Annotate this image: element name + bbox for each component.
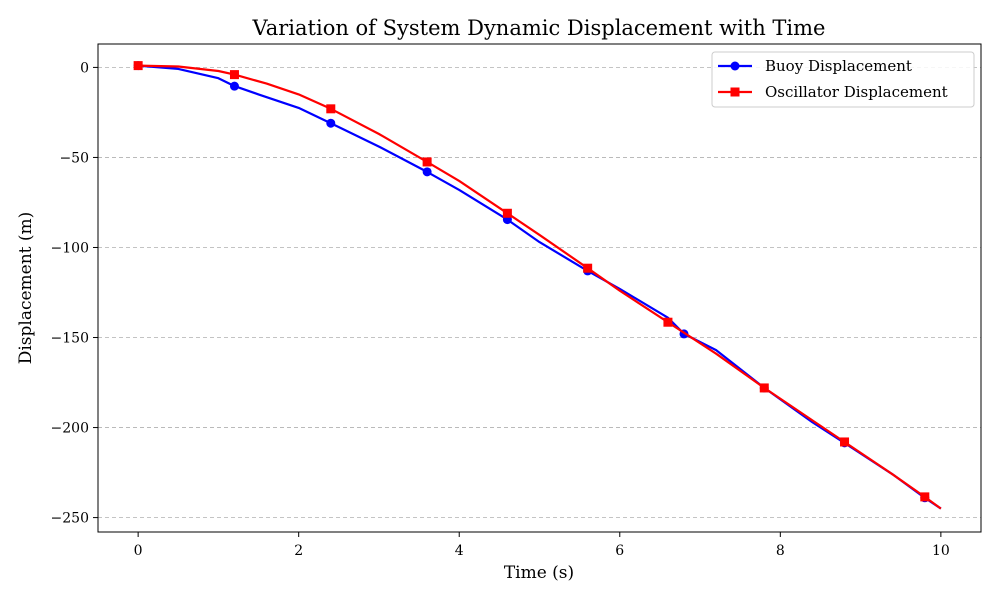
x-tick-label: 6 [615,543,624,559]
y-tick-label: −200 [51,421,89,437]
x-tick-label: 0 [134,543,143,559]
data-point-square [422,157,432,167]
data-point-square [920,492,930,502]
data-point-square [502,208,512,218]
plot-frame [97,43,982,533]
data-point-square [229,70,239,80]
series-buoy [133,61,942,510]
y-axis-label: Displacement (m) [16,212,36,365]
legend-box [711,51,975,108]
gridlines [98,67,981,518]
x-tick-label: 10 [932,543,950,559]
legend-label: Oscillator Displacement [765,83,948,101]
y-tick-label: −50 [59,150,89,166]
x-tick-label: 2 [294,543,303,559]
y-tick-label: −150 [51,331,89,347]
series-oscillator [133,61,942,510]
x-tick-label: 4 [455,543,464,559]
data-point-circle [326,118,336,128]
data-point-circle [422,167,432,177]
y-axis-ticks: 0 −50 −100 −150 −200 −250 [51,60,98,527]
data-point-square [583,263,593,273]
series-layer [133,61,942,510]
data-point-square [663,317,673,327]
data-point-square [326,104,336,114]
data-point-square [759,383,769,393]
x-tick-label: 8 [776,543,785,559]
series-line [138,64,942,510]
y-tick-label: 0 [80,60,89,76]
series-line [138,64,942,510]
y-tick-label: −100 [51,240,89,256]
x-axis-ticks: 0 2 4 6 8 10 [134,532,950,559]
data-point-circle [229,81,239,91]
legend-label: Buoy Displacement [765,57,912,75]
data-point-square [840,437,850,447]
data-point-circle [730,61,740,71]
data-point-square [730,87,740,97]
x-axis-label: Time (s) [504,563,574,583]
legend: Buoy Displacement Oscillator Displacement [711,51,975,108]
chart-title: Variation of System Dynamic Displacement… [252,16,826,40]
data-point-square [133,61,143,71]
y-tick-label: −250 [51,511,89,527]
